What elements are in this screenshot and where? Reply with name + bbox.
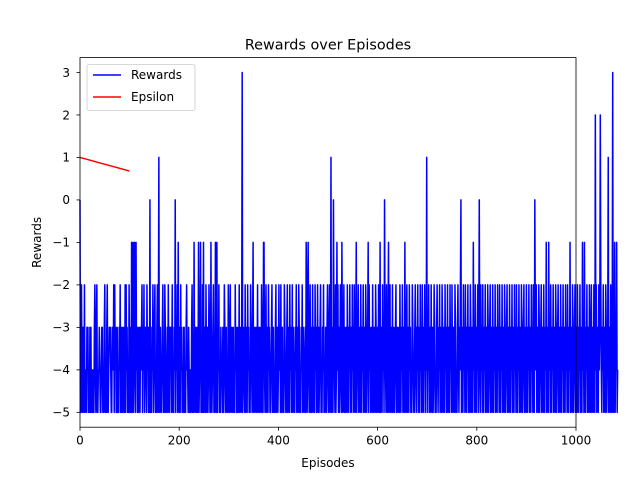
y-tick-label: 2 [62,108,70,122]
x-tick-label: 600 [366,434,389,448]
chart-title: Rewards over Episodes [245,38,411,54]
y-tick-label: −5 [52,406,70,420]
y-tick-label: 0 [62,193,70,207]
y-tick-label: −2 [52,278,70,292]
legend: Rewards Epsilon [86,64,196,111]
y-tick-label: −1 [52,236,70,250]
x-tick-label: 200 [168,434,191,448]
y-ticks: −5 −4 −3 −2 −1 0 1 2 3 [52,66,80,420]
y-tick-label: 1 [62,151,70,165]
series-layer [79,71,619,414]
series-line-rewards [79,71,619,414]
legend-box [86,64,196,111]
x-tick-label: 800 [465,434,488,448]
y-tick-label: −4 [52,363,70,377]
y-tick-label: −3 [52,321,70,335]
x-tick-label: 400 [267,434,290,448]
legend-label-rewards: Rewards [131,68,182,82]
y-tick-label: 3 [62,66,70,80]
x-ticks: 0 200 400 600 800 1000 [76,427,591,448]
x-tick-label: 1000 [561,434,592,448]
series-line-epsilon [79,156,130,172]
x-tick-label: 0 [76,434,84,448]
y-axis-label: Rewards [30,217,44,268]
legend-label-epsilon: Epsilon [131,90,174,104]
x-axis-label: Episodes [301,456,354,470]
